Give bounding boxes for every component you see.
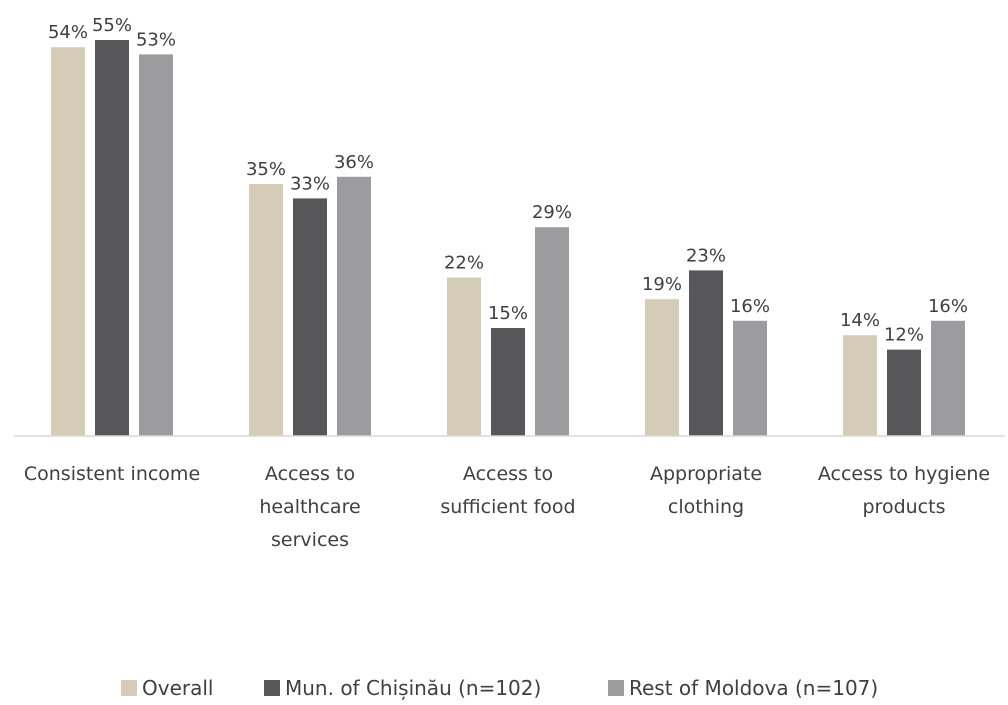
bar-2-series-2	[293, 198, 327, 436]
category-label-3-line-1: Access to	[463, 463, 553, 485]
legend-swatch-series-1	[121, 680, 137, 696]
bar-2-series-1	[249, 184, 283, 436]
value-label-2-series-3: 36%	[334, 152, 374, 173]
category-label-1-line-1: Consistent income	[24, 463, 200, 485]
category-labels-layer: Consistent income Access to healthcare serv…	[24, 463, 990, 551]
value-label-5-series-2: 12%	[884, 325, 924, 346]
category-label-5-line-1: Access to hygiene	[818, 463, 990, 485]
bar-4-series-1	[645, 299, 679, 436]
value-label-5-series-3: 16%	[928, 296, 968, 317]
bars-layer	[51, 40, 965, 437]
legend-label-series-2: Mun. of Chișinău (n=102)	[285, 676, 541, 700]
bar-3-series-3	[535, 227, 569, 436]
value-label-2-series-2: 33%	[290, 173, 330, 194]
legend-label-series-1: Overall	[142, 676, 213, 700]
category-label-2-line-2: healthcare	[259, 496, 360, 518]
legend: Overall Mun. of Chișinău (n=102) Rest of M…	[121, 676, 878, 700]
category-label-3-line-2: sufficient food	[440, 496, 575, 518]
bar-4-series-3	[733, 320, 767, 436]
bar-3-series-1	[447, 277, 481, 436]
category-label-4-line-1: Appropriate	[650, 463, 762, 485]
bar-3-series-2	[491, 328, 525, 436]
value-label-3-series-3: 29%	[532, 202, 572, 223]
bar-1-series-3	[139, 54, 173, 437]
legend-swatch-series-2	[264, 680, 280, 696]
bar-5-series-1	[843, 335, 877, 436]
value-label-1-series-2: 55%	[92, 15, 132, 36]
value-label-4-series-1: 19%	[642, 274, 682, 295]
value-label-3-series-2: 15%	[488, 303, 528, 324]
category-label-2-line-3: services	[271, 529, 349, 551]
category-label-2-line-1: Access to	[265, 463, 355, 485]
value-label-4-series-3: 16%	[730, 296, 770, 317]
value-label-5-series-1: 14%	[840, 310, 880, 331]
value-label-1-series-1: 54%	[48, 22, 88, 43]
category-label-4-line-2: clothing	[668, 496, 744, 518]
bar-1-series-2	[95, 40, 129, 436]
value-label-1-series-3: 53%	[136, 29, 176, 50]
bar-5-series-3	[931, 320, 965, 436]
bar-2-series-3	[337, 176, 371, 437]
bar-4-series-2	[689, 270, 723, 436]
legend-swatch-series-3	[608, 680, 624, 696]
value-label-4-series-2: 23%	[686, 245, 726, 266]
value-label-3-series-1: 22%	[444, 253, 484, 274]
category-label-5-line-2: products	[863, 496, 946, 518]
value-label-2-series-1: 35%	[246, 159, 286, 180]
bar-1-series-1	[51, 47, 85, 436]
bar-5-series-2	[887, 349, 921, 436]
legend-label-series-3: Rest of Moldova (n=107)	[629, 676, 878, 700]
value-labels-layer: 54% 55%53%35%33%36%22%15%29%19%23%16%14%1…	[48, 15, 968, 346]
